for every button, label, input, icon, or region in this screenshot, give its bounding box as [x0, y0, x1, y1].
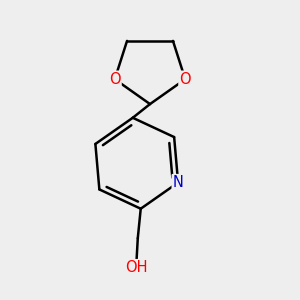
Text: N: N	[173, 175, 184, 190]
Text: OH: OH	[125, 260, 148, 275]
Text: O: O	[179, 72, 191, 87]
Text: O: O	[109, 72, 121, 87]
